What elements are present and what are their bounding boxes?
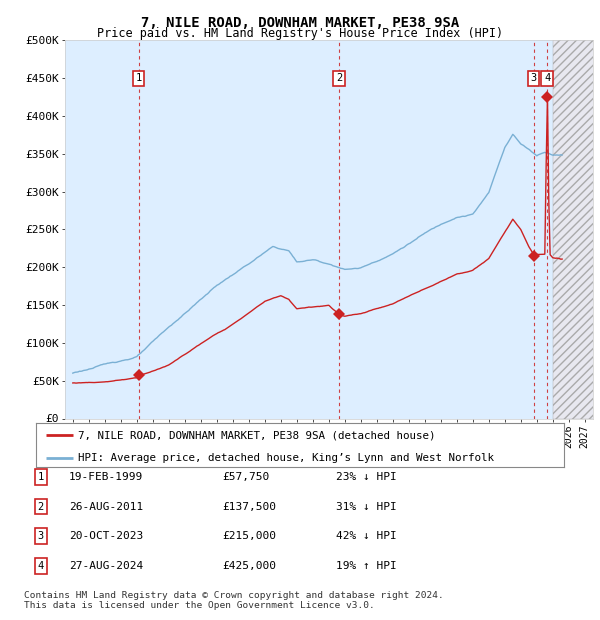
Text: 2: 2 (38, 502, 44, 512)
Bar (553, 40, 600, 419)
Text: £425,000: £425,000 (222, 561, 276, 571)
Text: Contains HM Land Registry data © Crown copyright and database right 2024.
This d: Contains HM Land Registry data © Crown c… (24, 591, 444, 610)
Text: 7, NILE ROAD, DOWNHAM MARKET, PE38 9SA (detached house): 7, NILE ROAD, DOWNHAM MARKET, PE38 9SA (… (78, 430, 436, 440)
Text: £215,000: £215,000 (222, 531, 276, 541)
Text: 1: 1 (136, 73, 142, 83)
Text: Price paid vs. HM Land Registry's House Price Index (HPI): Price paid vs. HM Land Registry's House … (97, 27, 503, 40)
Text: 1: 1 (38, 472, 44, 482)
Text: 19% ↑ HPI: 19% ↑ HPI (336, 561, 397, 571)
Text: 27-AUG-2024: 27-AUG-2024 (69, 561, 143, 571)
Text: 3: 3 (530, 73, 537, 83)
Bar (65, 40, 553, 419)
Text: 4: 4 (38, 561, 44, 571)
Text: 20-OCT-2023: 20-OCT-2023 (69, 531, 143, 541)
Text: 4: 4 (544, 73, 550, 83)
Text: 19-FEB-1999: 19-FEB-1999 (69, 472, 143, 482)
Text: 26-AUG-2011: 26-AUG-2011 (69, 502, 143, 512)
Text: £57,750: £57,750 (222, 472, 269, 482)
Text: 7, NILE ROAD, DOWNHAM MARKET, PE38 9SA: 7, NILE ROAD, DOWNHAM MARKET, PE38 9SA (141, 16, 459, 30)
Text: 23% ↓ HPI: 23% ↓ HPI (336, 472, 397, 482)
Text: 3: 3 (38, 531, 44, 541)
Text: 31% ↓ HPI: 31% ↓ HPI (336, 502, 397, 512)
Text: £137,500: £137,500 (222, 502, 276, 512)
Text: HPI: Average price, detached house, King’s Lynn and West Norfolk: HPI: Average price, detached house, King… (78, 453, 494, 463)
Text: 42% ↓ HPI: 42% ↓ HPI (336, 531, 397, 541)
Text: 2: 2 (336, 73, 343, 83)
